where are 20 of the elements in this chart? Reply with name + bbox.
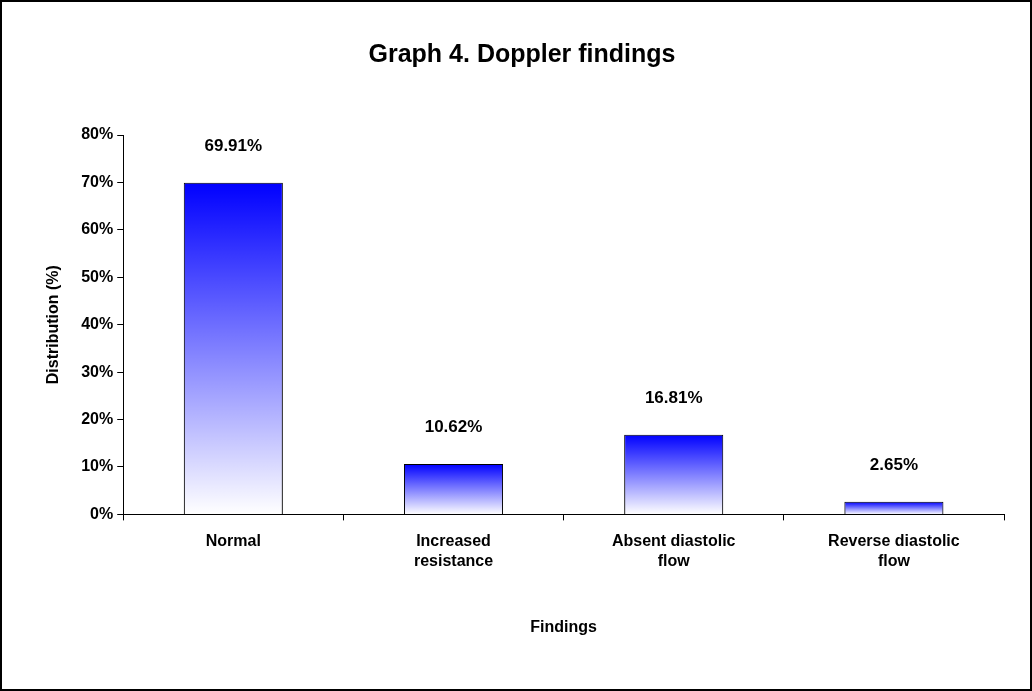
x-tick-label: Reverse diastolic flow (828, 532, 960, 569)
data-label: 69.91% (204, 136, 263, 156)
y-tick-label: 0% (90, 504, 114, 522)
data-label: 10.62% (424, 417, 483, 437)
y-axis-title: Distribution (%) (44, 265, 62, 385)
x-tick-label: Increased resistance (413, 532, 494, 569)
y-tick-label: 80% (81, 125, 114, 143)
y-tick-label: 70% (81, 172, 114, 190)
y-tick-label: 10% (81, 457, 114, 475)
y-tick-label: 30% (81, 362, 114, 380)
x-tick-label: Normal (205, 532, 261, 550)
y-tick-label: 20% (81, 409, 114, 427)
x-axis-title: Findings (530, 617, 598, 635)
chart-title: Graph 4. Doppler findings (368, 38, 676, 67)
x-tick-label: Absent diastolic flow (611, 532, 736, 569)
data-label: 2.65% (869, 455, 918, 475)
y-tick-label: 40% (81, 315, 114, 333)
y-tick-label: 50% (81, 267, 114, 285)
y-tick-label: 60% (81, 220, 114, 238)
data-label: 16.81% (644, 387, 703, 407)
